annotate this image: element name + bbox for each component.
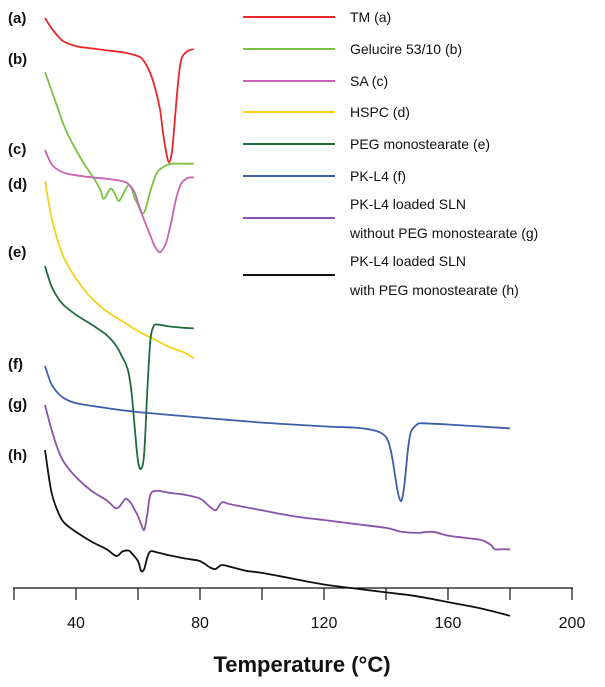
- legend-entry-h: PK-L4 loaded SLN with PEG monostearate (h…: [349, 253, 519, 298]
- legend-entry-d: HSPC (d): [350, 104, 410, 120]
- x-axis-title: Temperature (°C): [213, 652, 390, 677]
- curve-d: [44, 180, 195, 360]
- x-axis: 40 80 120 160 200: [13, 587, 586, 632]
- curve-label-e: (e): [8, 244, 26, 261]
- legend-entry-g: PK-L4 loaded SLN without PEG monostearate…: [349, 196, 538, 241]
- legend-entry-c: SA (c): [350, 73, 388, 89]
- curve-label-a: (a): [8, 10, 26, 27]
- curve-h: [44, 449, 511, 617]
- curve-b: [44, 71, 194, 215]
- x-tick-label-80: 80: [191, 615, 209, 632]
- curve-labels-layer: (a) (b) (c) (d) (e) (f) (g) (h): [8, 10, 27, 464]
- legend-entry-f: PK-L4 (f): [350, 168, 406, 184]
- curve-label-c: (c): [8, 141, 26, 158]
- curve-a: [44, 17, 195, 164]
- legend-entry-e: PEG monostearate (e): [350, 136, 490, 152]
- curve-e: [44, 265, 194, 471]
- x-tick-label-200: 200: [559, 615, 586, 632]
- curve-c: [44, 149, 194, 254]
- curve-label-b: (b): [8, 51, 27, 68]
- x-tick-label-120: 120: [311, 615, 338, 632]
- x-tick-label-40: 40: [67, 615, 85, 632]
- curve-label-h: (h): [8, 447, 27, 464]
- legend-entry-b: Gelucire 53/10 (b): [350, 41, 462, 57]
- legend-entry-a: TM (a): [350, 9, 391, 25]
- curve-label-d: (d): [8, 176, 27, 193]
- curve-g: [44, 404, 510, 551]
- curves-layer: [44, 17, 511, 617]
- x-tick-label-160: 160: [435, 615, 462, 632]
- curve-label-g: (g): [8, 396, 27, 413]
- curve-f: [44, 365, 511, 502]
- curve-label-f: (f): [8, 356, 23, 373]
- legend: TM (a) Gelucire 53/10 (b) SA (c) HSPC (d) PE…: [243, 9, 538, 298]
